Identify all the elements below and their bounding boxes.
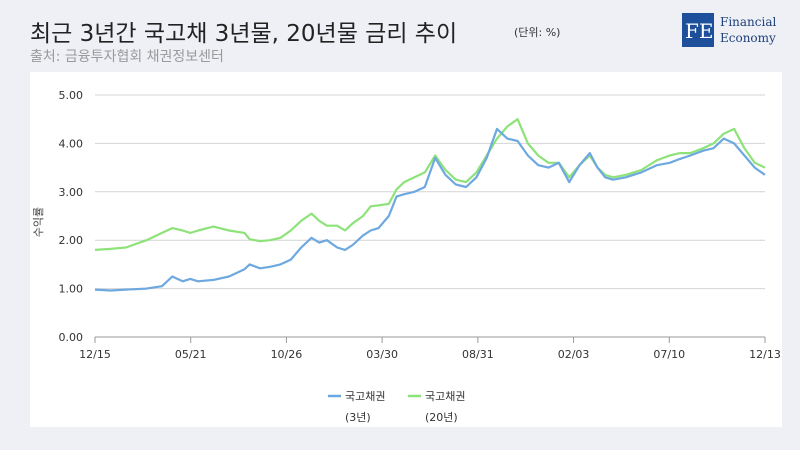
y-axis-label: 수익률 xyxy=(32,207,45,237)
chart-title: 최근 3년간 국고채 3년물, 20년물 금리 추이 xyxy=(30,21,458,47)
y-tick-label: 5.00 xyxy=(59,89,84,102)
grid xyxy=(95,94,765,338)
legend-label: 국고채권 xyxy=(345,390,385,403)
fe-logo-glyph: FE xyxy=(685,19,713,43)
y-ticks: 0.00 1.00 2.00 3.00 4.00 5.00 xyxy=(59,89,84,344)
series-lines xyxy=(94,118,766,292)
chart-panel: 0.00 1.00 2.00 3.00 4.00 5.00 12/15 05/21 10/26… xyxy=(30,72,782,427)
y-tick-label: 4.00 xyxy=(59,137,84,150)
x-tick-label: 05/21 xyxy=(175,348,207,361)
logo-mark-text: FE xyxy=(685,19,713,43)
logo-line2: Economy xyxy=(720,31,776,45)
legend-sublabel: (3년) xyxy=(345,411,371,424)
x-ticks: 12/15 05/21 10/26 03/30 08/31 02/03 07/10 12/13 xyxy=(79,337,781,361)
x-tick-label: 07/10 xyxy=(653,348,685,361)
y-tick-label: 0.00 xyxy=(59,331,84,344)
financial-economy-logo: FE Financial Economy xyxy=(682,13,782,49)
line-chart: 0.00 1.00 2.00 3.00 4.00 5.00 12/15 05/21 10/26… xyxy=(32,89,781,424)
series-line xyxy=(94,118,766,251)
y-tick-label: 2.00 xyxy=(59,234,84,247)
source-label: 출처: 금융투자협회 채권정보센터 xyxy=(30,49,224,65)
x-tick-label: 12/13 xyxy=(749,348,781,361)
series-line xyxy=(94,127,766,292)
logo-line1: Financial xyxy=(720,15,777,29)
legend: 국고채권 (3년) 국고채권 (20년) xyxy=(328,390,465,424)
legend-item: 국고채권 (3년) xyxy=(328,390,385,424)
legend-label: 국고채권 xyxy=(425,390,465,403)
unit-label: (단위: %) xyxy=(514,26,561,39)
legend-item: 국고채권 (20년) xyxy=(408,390,465,424)
x-tick-label: 12/15 xyxy=(79,348,111,361)
x-tick-label: 02/03 xyxy=(558,348,590,361)
legend-sublabel: (20년) xyxy=(425,411,458,424)
y-tick-label: 1.00 xyxy=(59,283,84,296)
x-tick-label: 03/30 xyxy=(366,348,398,361)
y-tick-label: 3.00 xyxy=(59,186,84,199)
x-tick-label: 10/26 xyxy=(271,348,303,361)
fe-logo-mark: FE xyxy=(682,13,714,47)
x-tick-label: 08/31 xyxy=(462,348,494,361)
